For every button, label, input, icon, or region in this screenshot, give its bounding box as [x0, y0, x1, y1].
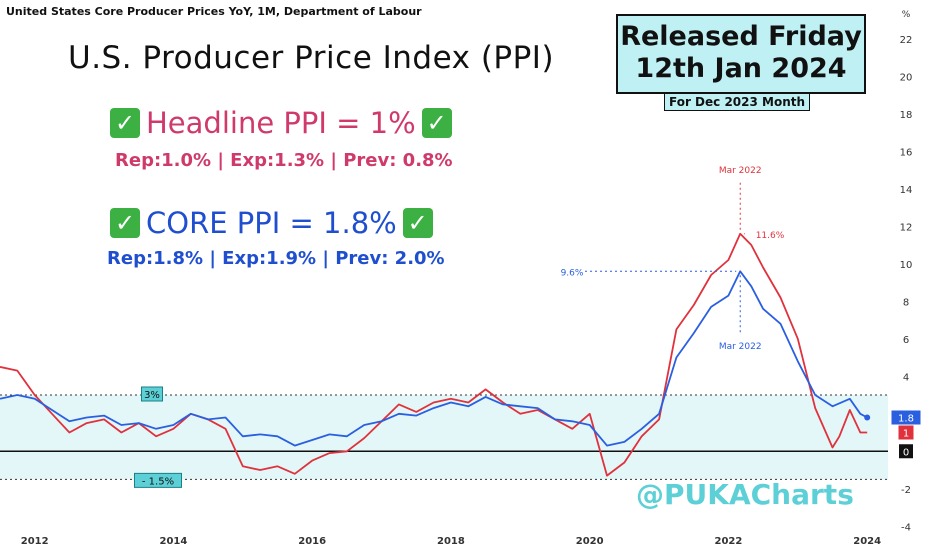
- watermark: @PUKACharts: [636, 478, 854, 511]
- x-tick-label: 2020: [576, 536, 604, 547]
- band-low-label: - 1.5%: [134, 472, 182, 488]
- series-line-core: [0, 270, 868, 447]
- y-tick-label: 4: [903, 372, 909, 383]
- headline-summary: ✓ Headline PPI = 1% ✓: [110, 104, 452, 140]
- x-tick-label: 2024: [853, 536, 881, 547]
- core-summary: ✓ CORE PPI = 1.8% ✓: [110, 204, 433, 240]
- y-tick-label: -2: [901, 485, 911, 496]
- band-high-label: 3%: [141, 386, 163, 402]
- y-tick-label: 10: [900, 260, 913, 271]
- y-tick-label: 6: [903, 335, 909, 346]
- x-tick-label: 2012: [21, 536, 49, 547]
- headline-details: Rep:1.0% | Exp:1.3% | Prev: 0.8%: [115, 150, 453, 171]
- x-tick-label: 2018: [437, 536, 465, 547]
- x-tick-label: 2014: [160, 536, 188, 547]
- release-line-2: 12th Jan 2024: [635, 53, 847, 84]
- annotation-label: 9.6%: [561, 268, 584, 278]
- y-unit-label: %: [902, 10, 911, 20]
- last-value-text: 1: [903, 429, 909, 440]
- y-tick-label: 14: [900, 185, 913, 196]
- chart-title: U.S. Producer Price Index (PPI): [68, 40, 555, 76]
- band-high-label-box: [141, 386, 163, 402]
- y-tick-label: 8: [903, 297, 909, 308]
- y-tick-label: -4: [901, 522, 911, 533]
- y-tick-label: 20: [900, 72, 913, 83]
- y-tick-label: 16: [900, 147, 913, 158]
- annotation-label: Mar 2022: [719, 342, 762, 352]
- core-details: Rep:1.8% | Exp:1.9% | Prev: 2.0%: [107, 248, 445, 269]
- annotation-label: 11.6%: [756, 231, 785, 241]
- last-value-badge: [898, 425, 914, 440]
- band-low-label-box: [134, 472, 182, 488]
- last-value-text: 1.8: [898, 414, 914, 425]
- band-high-label-text: 3%: [144, 390, 160, 401]
- y-tick-label: 18: [900, 110, 913, 121]
- y-tick-label: 22: [900, 35, 913, 46]
- core-end-point: [864, 414, 871, 421]
- zero-badge: [899, 444, 913, 459]
- annotation-label: Mar 2022: [719, 166, 762, 176]
- core-label: CORE PPI = 1.8%: [146, 206, 397, 240]
- band-low-label-text: - 1.5%: [142, 476, 174, 487]
- chart-source: United States Core Producer Prices YoY, …: [6, 5, 422, 18]
- zero-badge-text: 0: [903, 447, 909, 458]
- release-box: Released Friday 12th Jan 2024: [616, 14, 866, 94]
- release-line-1: Released Friday: [620, 21, 862, 52]
- x-tick-label: 2022: [715, 536, 743, 547]
- headline-label: Headline PPI = 1%: [146, 106, 416, 140]
- x-tick-label: 2016: [298, 536, 326, 547]
- check-mark-icon: ✓: [110, 208, 140, 238]
- check-mark-icon: ✓: [421, 108, 452, 138]
- release-month: For Dec 2023 Month: [664, 93, 811, 111]
- y-tick-label: 12: [900, 222, 913, 233]
- check-mark-icon: ✓: [402, 208, 433, 238]
- check-mark-icon: ✓: [110, 108, 140, 138]
- series-line-headline: [0, 232, 868, 477]
- last-value-badge: [891, 410, 921, 425]
- band-area: [0, 395, 888, 480]
